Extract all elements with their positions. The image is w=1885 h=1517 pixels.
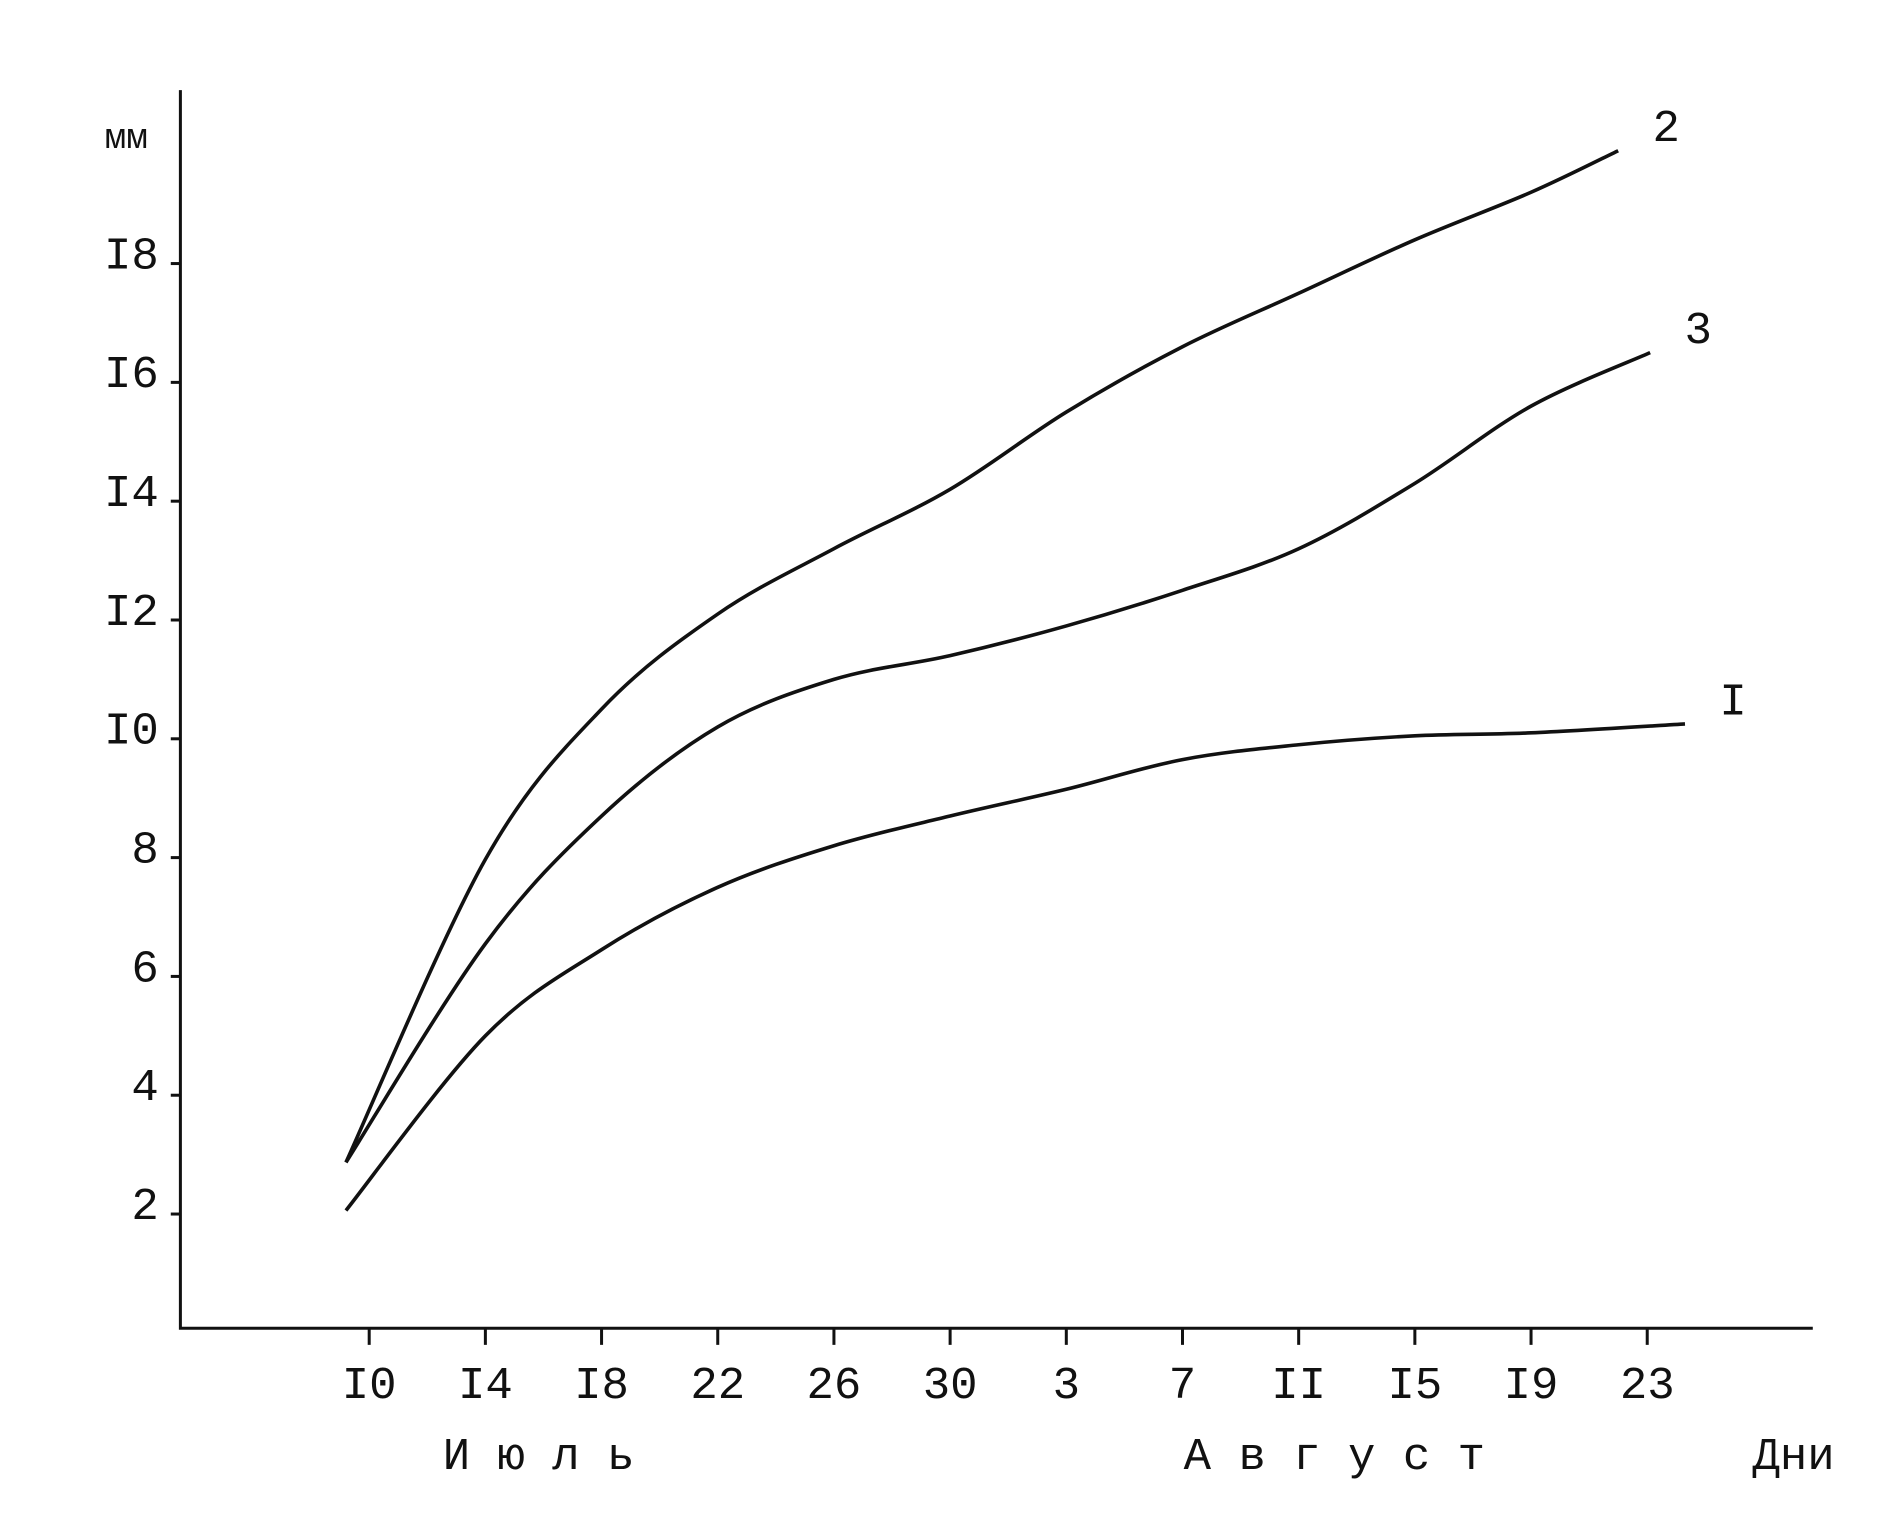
x-tick-label: II <box>1271 1360 1326 1412</box>
x-tick-label: I9 <box>1504 1360 1559 1412</box>
y-tick-label: I4 <box>104 468 159 520</box>
series-label: I <box>1719 676 1746 728</box>
series-label: 3 <box>1685 305 1712 357</box>
month-label: А в г у с т <box>1184 1431 1485 1483</box>
x-tick-label: I5 <box>1387 1360 1442 1412</box>
y-tick-label: I0 <box>104 706 159 758</box>
x-tick-label: 23 <box>1620 1360 1675 1412</box>
x-tick-label: I4 <box>458 1360 513 1412</box>
month-label: И ю л ь <box>443 1431 635 1483</box>
x-tick-label: 3 <box>1053 1360 1080 1412</box>
line <box>344 351 1651 1164</box>
y-axis-label: мм <box>105 118 148 159</box>
y-tick-label: 8 <box>131 824 158 876</box>
axes <box>178 90 1813 1330</box>
y-tick-label: I6 <box>104 349 159 401</box>
x-tick-label: 22 <box>690 1360 745 1412</box>
x-tick-label: 26 <box>807 1360 862 1412</box>
x-tick-label: 7 <box>1169 1360 1196 1412</box>
line <box>344 149 1619 1164</box>
x-tick-label: 30 <box>923 1360 978 1412</box>
x-tick-label: I0 <box>342 1360 397 1412</box>
series-label: 2 <box>1653 103 1680 155</box>
y-tick-label: I2 <box>104 587 159 639</box>
y-tick-label: 6 <box>131 943 158 995</box>
y-tick-label: I8 <box>104 230 159 282</box>
y-tick-label: 4 <box>131 1062 158 1114</box>
x-tick-label: I8 <box>574 1360 629 1412</box>
line <box>344 722 1686 1212</box>
y-tick-label: 2 <box>131 1181 158 1233</box>
x-axis-label: Дни <box>1752 1431 1834 1483</box>
